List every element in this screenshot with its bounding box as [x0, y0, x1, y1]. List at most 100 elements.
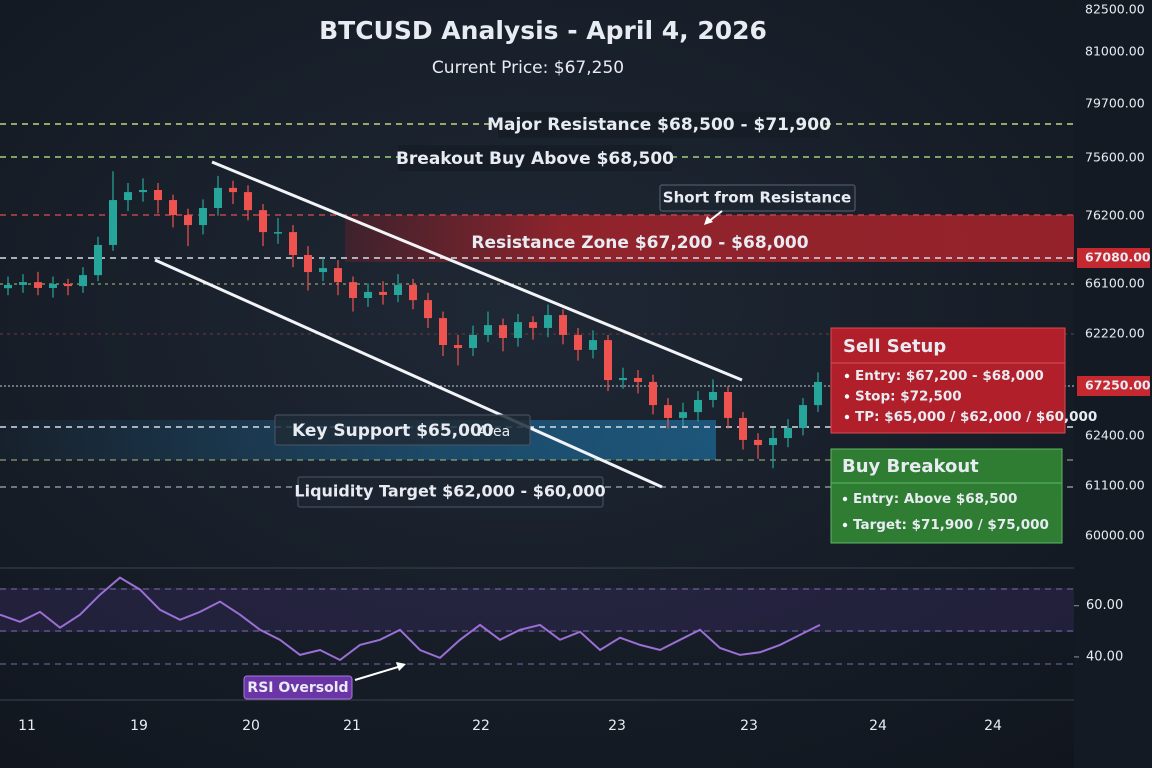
- candle-body: [349, 282, 357, 299]
- candle-body: [799, 405, 807, 428]
- x-tick-label: 19: [130, 718, 148, 734]
- candle-body: [364, 291, 372, 299]
- bullet: [844, 414, 850, 420]
- candle-body: [394, 284, 402, 295]
- candle-body: [604, 340, 612, 381]
- candle-body: [679, 412, 687, 418]
- x-tick-label: 24: [869, 718, 887, 734]
- candle-body: [154, 190, 162, 201]
- bullet: [842, 522, 848, 528]
- candle-body: [184, 215, 192, 226]
- candle-body: [664, 405, 672, 418]
- sell-box: [830, 327, 1066, 434]
- candle-body: [304, 254, 312, 273]
- box-title: Sell Setup: [843, 336, 946, 357]
- channel-line: [211, 160, 743, 382]
- candle-body: [529, 322, 537, 328]
- candle-body: [229, 187, 237, 193]
- buy-box: [830, 448, 1063, 544]
- candle-body: [424, 300, 432, 319]
- arrow-head: [396, 662, 406, 671]
- box-item: TP: $65,000 / $62,000 / $60,000: [855, 409, 1097, 425]
- candle-body: [4, 284, 12, 289]
- candle-body: [19, 282, 27, 285]
- candle-body: [169, 200, 177, 216]
- candle-body: [514, 322, 522, 338]
- candle-body: [769, 438, 777, 446]
- candle-body: [244, 192, 252, 211]
- candle-body: [64, 283, 72, 287]
- candle-body: [34, 282, 42, 288]
- x-tick-label: 11: [18, 718, 36, 734]
- arrow-head: [704, 216, 713, 225]
- price-label: 60000.00: [1085, 528, 1145, 543]
- box-item: Stop: $72,500: [855, 389, 962, 405]
- candle-body: [589, 340, 597, 350]
- bullet: [844, 373, 850, 379]
- price-highlight: [1077, 376, 1150, 396]
- price-highlight: [1077, 248, 1150, 268]
- candle-body: [334, 268, 342, 283]
- candle-body: [784, 427, 792, 439]
- price-label: 76200.00: [1085, 208, 1145, 223]
- bullet: [842, 496, 848, 502]
- candle-body: [109, 200, 117, 245]
- candle-body: [124, 192, 132, 201]
- candle-body: [754, 439, 762, 446]
- box-title: Buy Breakout: [842, 456, 979, 477]
- label-bg: [498, 112, 820, 138]
- candle-body: [634, 377, 642, 382]
- rsi-line: [0, 576, 821, 662]
- box-item: Entry: $67,200 - $68,000: [855, 368, 1044, 384]
- candle-body: [544, 315, 552, 328]
- candle-body: [94, 244, 102, 276]
- candle-body: [724, 391, 732, 418]
- candle-body: [619, 377, 627, 381]
- candle-body: [814, 381, 822, 406]
- candle-body: [739, 417, 747, 440]
- annotation: Resistance Zone $67,200 - $68,000: [471, 233, 808, 253]
- annotation: Liquidity Target $62,000 - $60,000: [294, 482, 605, 501]
- candle-body: [559, 315, 567, 335]
- box-item: Entry: Above $68,500: [853, 491, 1017, 507]
- annotation: Area: [478, 424, 510, 440]
- x-tick-label: 23: [608, 718, 626, 734]
- label-box: [297, 476, 604, 508]
- box-items: Entry: $67,200 - $68,000 Stop: $72,500 TP:…: [844, 368, 1097, 425]
- box-items: Entry: Above $68,500 Target: $71,900 / $7…: [842, 491, 1049, 533]
- candle-body: [289, 232, 297, 255]
- x-tick-label: 21: [343, 718, 361, 734]
- x-tick-label: 22: [472, 718, 490, 734]
- price-label: 67080.00: [1085, 250, 1151, 265]
- rsi-lines: [0, 588, 1074, 665]
- candle-body: [139, 190, 147, 193]
- price-label: 61100.00: [1085, 478, 1145, 493]
- candle-body: [214, 187, 222, 209]
- candle-body: [79, 275, 87, 287]
- candle-body: [49, 283, 57, 288]
- y-tick-label: 40.00: [1086, 649, 1123, 664]
- x-tick-label: 24: [984, 718, 1002, 734]
- price-label: 67250.00: [1085, 378, 1151, 393]
- candle-body: [379, 291, 387, 295]
- annotation: Breakout Buy Above $68,500: [396, 149, 674, 169]
- annotation: Major Resistance $68,500 - $71,900: [487, 115, 831, 135]
- axes: 60.00 40.00 82500.00 81000.00 79700.00 75600.…: [18, 2, 1151, 735]
- candle-body: [484, 325, 492, 335]
- price-label: 79700.00: [1085, 96, 1145, 111]
- annotation: Key Support $65,000: [292, 421, 494, 441]
- marks: [0, 171, 822, 662]
- price-label: 62400.00: [1085, 428, 1145, 443]
- candle-body: [649, 381, 657, 406]
- price-label: 81000.00: [1085, 44, 1145, 59]
- label-box: [274, 414, 531, 446]
- candle-body: [199, 208, 207, 226]
- candle-body: [499, 325, 507, 338]
- arrow: [354, 666, 399, 681]
- candle-body: [259, 210, 267, 233]
- candle-body: [709, 391, 717, 400]
- candle-body: [454, 345, 462, 349]
- label-bg: [398, 145, 672, 171]
- candle-body: [574, 334, 582, 350]
